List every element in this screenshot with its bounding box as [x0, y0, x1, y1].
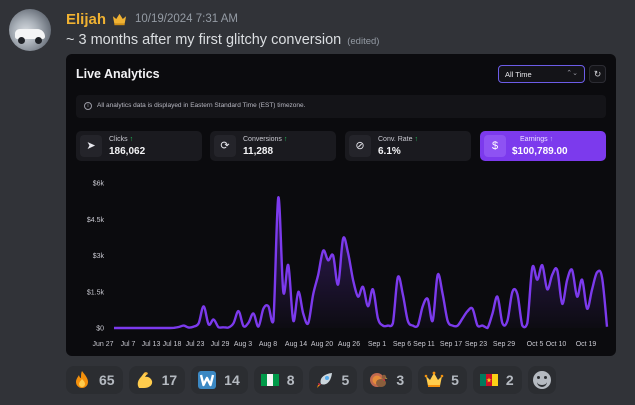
reaction-rocket[interactable]: 5 — [308, 366, 358, 394]
crown-icon — [424, 371, 444, 387]
stat-label: Clicks ↑ — [109, 136, 134, 143]
stat-value: 11,288 — [243, 146, 274, 157]
info-icon: i — [84, 102, 92, 110]
smiley-icon — [532, 371, 551, 389]
x-tick-label: Jul 7 — [121, 341, 136, 348]
stat-value: $100,789.00 — [512, 146, 568, 157]
reaction-flag-nigeria[interactable]: 8 — [253, 366, 303, 394]
x-tick-label: Jul 18 — [163, 341, 182, 348]
x-tick-label: Sep 11 — [413, 341, 435, 348]
rocket-icon — [316, 373, 332, 388]
reaction-count: 17 — [161, 372, 178, 388]
reaction-flag-cameroon[interactable]: 2 — [472, 366, 522, 394]
fire-icon — [76, 371, 88, 388]
avatar[interactable] — [9, 9, 51, 51]
cursor-icon: ➤ — [80, 135, 102, 157]
y-tick-label: $1.5k — [87, 289, 105, 296]
x-tick-label: Aug 8 — [259, 341, 277, 348]
reaction-flexed-biceps[interactable]: 17 — [128, 366, 186, 394]
reactions-bar: 65 17 14 8 — [66, 366, 556, 394]
edited-label: (edited) — [347, 36, 380, 47]
x-tick-label: Jul 23 — [186, 341, 205, 348]
updown-chevron-icon: ⌃⌄ — [566, 70, 578, 77]
reaction-count: 5 — [451, 372, 459, 388]
message-text: ~ 3 months after my first glitchy conver… — [66, 32, 379, 48]
analytics-screenshot[interactable]: Live Analytics All Time ⌃⌄ ↻ i All analy… — [66, 54, 616, 356]
trend-up-icon: ↑ — [414, 136, 419, 143]
time-range-value: All Time — [505, 70, 532, 79]
nigeria-flag-icon — [260, 374, 279, 386]
timezone-notice-text: All analytics data is displayed in Easte… — [97, 102, 306, 109]
stat-card-conv-rate: ⊘ Conv. Rate ↑ 6.1% — [345, 131, 471, 161]
y-tick-label: $4.5k — [87, 217, 105, 224]
stat-label: Conv. Rate ↑ — [378, 136, 418, 143]
x-tick-label: Oct 10 — [546, 341, 567, 348]
x-tick-label: Aug 26 — [338, 341, 360, 348]
dashboard-title: Live Analytics — [76, 67, 160, 81]
crown-icon — [112, 13, 127, 26]
reaction-fire[interactable]: 65 — [66, 366, 123, 394]
message-header: Elijah 10/19/2024 7:31 AM — [66, 10, 238, 28]
stat-value: 186,062 — [109, 146, 146, 157]
x-tick-label: Aug 3 — [234, 341, 252, 348]
y-tick-label: $3k — [93, 253, 105, 260]
x-tick-label: Jul 29 — [211, 341, 230, 348]
y-axis: $0 $1.5k $3k $4.5k $6k — [87, 181, 105, 333]
y-tick-label: $6k — [93, 181, 105, 188]
x-tick-label: Oct 19 — [576, 341, 597, 348]
reaction-count: 14 — [224, 372, 240, 388]
reaction-count: 2 — [505, 372, 514, 388]
reaction-count: 65 — [99, 372, 115, 388]
flexed-biceps-icon — [137, 372, 152, 388]
stat-label: Conversions ↑ — [243, 136, 288, 143]
x-tick-label: Jun 27 — [92, 341, 113, 348]
reaction-count: 5 — [341, 372, 350, 388]
x-tick-label: Sep 1 — [368, 341, 386, 348]
x-tick-label: Sep 29 — [493, 341, 515, 348]
earnings-chart: $0$1.5k$3k$4.5k$6k Jun 27 Jul 7 Jul 13 Jul … — [87, 181, 609, 348]
trend-up-icon: ↑ — [129, 136, 134, 143]
reaction-crown[interactable]: 5 — [418, 366, 467, 394]
stat-card-conversions: ⟳ Conversions ↑ 11,288 — [210, 131, 336, 161]
earnings-area — [114, 197, 607, 328]
x-tick-label: Sep 23 — [465, 341, 487, 348]
x-tick-label: Aug 14 — [285, 341, 307, 348]
x-tick-label: Oct 5 — [527, 341, 544, 348]
x-tick-label: Sep 6 — [393, 341, 411, 348]
cameroon-flag-icon — [479, 374, 498, 386]
dollar-icon: $ — [484, 135, 506, 157]
stat-card-earnings: $ Earnings ↑ $100,789.00 — [480, 131, 606, 161]
message-timestamp: 10/19/2024 7:31 AM — [135, 13, 238, 25]
avatar-wheel-front — [18, 37, 25, 44]
reaction-letter-w[interactable]: 14 — [191, 366, 248, 394]
trend-up-icon: ↑ — [549, 136, 554, 143]
stat-label: Earnings ↑ — [520, 136, 554, 143]
x-tick-label: Aug 20 — [311, 341, 333, 348]
reaction-count: 3 — [396, 372, 405, 388]
refresh-button[interactable]: ↻ — [589, 65, 606, 83]
add-reaction-button[interactable] — [527, 366, 556, 394]
stat-value: 6.1% — [378, 146, 401, 157]
username[interactable]: Elijah — [66, 10, 107, 28]
letter-w-icon — [198, 371, 217, 389]
refresh-icon: ⟳ — [214, 135, 236, 157]
x-tick-label: Sep 17 — [440, 341, 462, 348]
time-range-select[interactable]: All Time ⌃⌄ — [498, 65, 585, 83]
x-tick-label: Jul 13 — [142, 341, 161, 348]
y-tick-label: $0 — [96, 326, 104, 333]
earnings-line — [113, 196, 609, 330]
stat-card-clicks: ➤ Clicks ↑ 186,062 — [76, 131, 202, 161]
turkey-icon — [370, 373, 388, 387]
avatar-wheel-rear — [35, 37, 42, 44]
reaction-count: 8 — [286, 372, 295, 388]
timezone-notice: i All analytics data is displayed in Eas… — [76, 95, 606, 118]
trend-up-icon: ↑ — [283, 136, 288, 143]
avatar-car-shape — [15, 29, 45, 39]
reaction-turkey[interactable]: 3 — [363, 366, 413, 394]
no-currency-icon: ⊘ — [349, 135, 371, 157]
message-content: ~ 3 months after my first glitchy conver… — [66, 32, 342, 48]
refresh-icon: ↻ — [593, 69, 602, 79]
x-axis: Jun 27 Jul 7 Jul 13 Jul 18 Jul 23 Jul 29 Aug 3… — [92, 341, 596, 348]
